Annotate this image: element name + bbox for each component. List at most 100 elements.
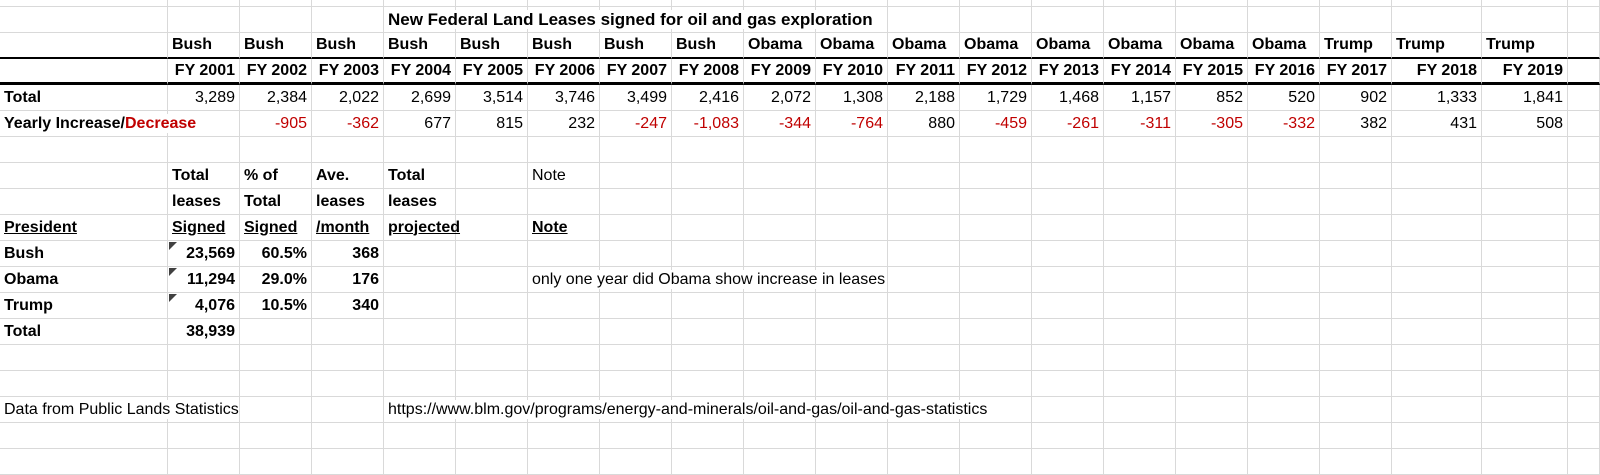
cell[interactable] — [456, 189, 528, 215]
cell[interactable] — [240, 0, 312, 7]
header-total-leases-cell[interactable]: leases — [168, 189, 240, 215]
cell[interactable] — [888, 293, 960, 319]
cell[interactable] — [1568, 293, 1600, 319]
cell[interactable] — [1482, 267, 1568, 293]
cell[interactable] — [312, 449, 384, 475]
summary-per-month-cell[interactable]: 340 — [312, 293, 384, 319]
cell[interactable] — [960, 241, 1032, 267]
cell[interactable] — [1320, 345, 1392, 371]
summary-label-cell[interactable]: Trump — [0, 293, 168, 319]
cell[interactable] — [600, 215, 672, 241]
header-ave-cell[interactable]: Ave. — [312, 163, 384, 189]
cell[interactable] — [1032, 163, 1104, 189]
cell[interactable] — [1032, 449, 1104, 475]
cell[interactable] — [1176, 215, 1248, 241]
cell[interactable] — [1248, 215, 1320, 241]
total-value-cell[interactable]: 3,289 — [168, 85, 240, 111]
cell[interactable] — [1176, 371, 1248, 397]
cell[interactable] — [1392, 319, 1482, 345]
change-value-cell[interactable]: -362 — [312, 111, 384, 137]
fiscal-year-cell[interactable]: FY 2011 — [888, 59, 960, 85]
change-value-cell[interactable]: 232 — [528, 111, 600, 137]
cell[interactable] — [1176, 7, 1248, 33]
header-pct-cell[interactable]: Signed — [240, 215, 312, 241]
cell[interactable] — [816, 293, 888, 319]
cell[interactable] — [1482, 163, 1568, 189]
cell[interactable] — [672, 189, 744, 215]
cell[interactable] — [312, 137, 384, 163]
change-value-cell[interactable]: 815 — [456, 111, 528, 137]
cell[interactable] — [1032, 241, 1104, 267]
cell[interactable] — [960, 7, 1032, 33]
cell[interactable] — [384, 137, 456, 163]
cell[interactable] — [1032, 293, 1104, 319]
cell[interactable] — [816, 345, 888, 371]
header-ave-cell[interactable]: leases — [312, 189, 384, 215]
cell[interactable] — [1568, 449, 1600, 475]
president-cell[interactable]: Obama — [816, 33, 888, 59]
cell[interactable] — [1176, 241, 1248, 267]
cell[interactable] — [0, 33, 168, 59]
cell[interactable] — [744, 423, 816, 449]
cell[interactable] — [600, 293, 672, 319]
cell[interactable] — [1176, 137, 1248, 163]
cell[interactable] — [960, 449, 1032, 475]
president-cell[interactable]: Bush — [168, 33, 240, 59]
president-cell[interactable]: Obama — [1176, 33, 1248, 59]
total-value-cell[interactable]: 852 — [1176, 85, 1248, 111]
change-value-cell[interactable]: 382 — [1320, 111, 1392, 137]
fiscal-year-cell[interactable]: FY 2010 — [816, 59, 888, 85]
cell[interactable] — [0, 163, 168, 189]
cell[interactable] — [1032, 215, 1104, 241]
cell[interactable] — [1568, 319, 1600, 345]
summary-note-cell[interactable]: only one year did Obama show increase in… — [528, 267, 886, 293]
total-value-cell[interactable]: 3,514 — [456, 85, 528, 111]
cell[interactable] — [1104, 293, 1176, 319]
cell[interactable] — [384, 319, 456, 345]
cell[interactable] — [0, 137, 168, 163]
cell[interactable] — [1482, 319, 1568, 345]
summary-label-cell[interactable]: Total — [0, 319, 168, 345]
fiscal-year-cell[interactable]: FY 2013 — [1032, 59, 1104, 85]
president-cell[interactable]: Bush — [384, 33, 456, 59]
cell[interactable] — [1392, 345, 1482, 371]
total-value-cell[interactable]: 3,746 — [528, 85, 600, 111]
cell[interactable] — [1248, 241, 1320, 267]
cell[interactable] — [1320, 137, 1392, 163]
cell[interactable] — [1032, 267, 1104, 293]
total-value-cell[interactable]: 1,333 — [1392, 85, 1482, 111]
cell[interactable] — [1320, 449, 1392, 475]
header-note-cell[interactable]: Note — [528, 215, 600, 241]
cell[interactable] — [672, 319, 744, 345]
cell[interactable] — [1248, 267, 1320, 293]
title-cell[interactable]: New Federal Land Leases signed for oil a… — [384, 7, 873, 33]
cell[interactable] — [888, 423, 960, 449]
cell[interactable] — [1176, 345, 1248, 371]
cell[interactable] — [744, 0, 816, 7]
cell[interactable] — [456, 137, 528, 163]
cell[interactable] — [1032, 189, 1104, 215]
president-cell[interactable]: Bush — [456, 33, 528, 59]
cell[interactable] — [240, 137, 312, 163]
cell[interactable] — [1032, 345, 1104, 371]
fiscal-year-cell[interactable]: FY 2007 — [600, 59, 672, 85]
cell[interactable] — [1176, 293, 1248, 319]
cell[interactable] — [1568, 7, 1600, 33]
cell[interactable] — [1032, 397, 1104, 423]
fiscal-year-cell[interactable]: FY 2014 — [1104, 59, 1176, 85]
cell[interactable] — [528, 293, 600, 319]
cell[interactable] — [0, 345, 168, 371]
cell[interactable] — [672, 163, 744, 189]
cell[interactable] — [1248, 0, 1320, 7]
total-value-cell[interactable]: 2,699 — [384, 85, 456, 111]
cell[interactable] — [1176, 397, 1248, 423]
cell[interactable] — [1568, 0, 1600, 7]
cell[interactable] — [1568, 423, 1600, 449]
cell[interactable] — [0, 59, 168, 85]
cell[interactable] — [456, 0, 528, 7]
cell[interactable] — [1392, 241, 1482, 267]
cell[interactable] — [1104, 319, 1176, 345]
total-value-cell[interactable]: 2,072 — [744, 85, 816, 111]
cell[interactable] — [528, 371, 600, 397]
cell[interactable] — [168, 397, 240, 423]
